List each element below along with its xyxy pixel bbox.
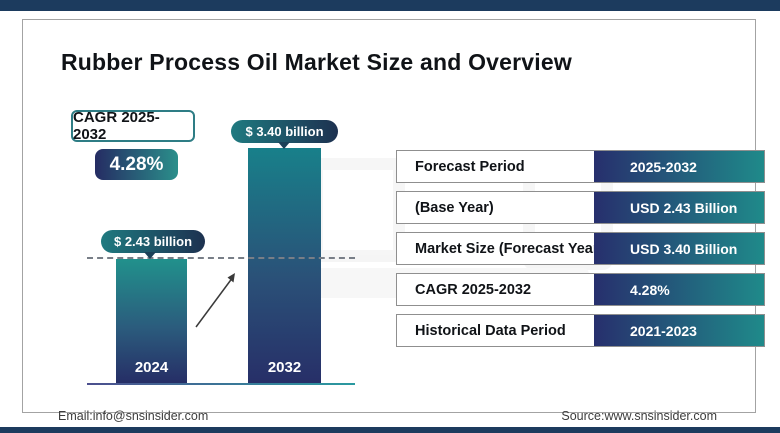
table-row: Historical Data Period 2021-2023 [396,314,765,347]
top-brand-bar [0,0,780,11]
row-value: 2025-2032 [630,158,697,175]
bar-2024-label: 2024 [134,359,169,376]
row-value: 2021-2023 [630,322,697,339]
row-value-cell: USD 2.43 Billion [594,192,764,223]
callout-pointer [144,252,156,259]
row-value-cell: 2025-2032 [594,151,764,182]
bar-2032-value-callout: $ 3.40 billion [231,120,338,143]
row-value: USD 3.40 Billion [630,240,738,257]
row-value: USD 2.43 Billion [630,199,738,216]
row-label: Forecast Period [415,158,525,175]
table-row: CAGR 2025-2032 4.28% [396,273,765,306]
cagr-period-label: CAGR 2025-2032 [71,109,195,143]
footer-source: Source:www.snsinsider.com [561,409,717,423]
row-label: CAGR 2025-2032 [415,281,532,298]
row-value-cell: USD 3.40 Billion [594,233,764,264]
row-label: (Base Year) [415,199,494,216]
table-row: (Base Year) USD 2.43 Billion [396,191,765,224]
reference-dashed-line [87,257,355,259]
cagr-value-badge: 4.28% [95,149,178,180]
footer-email: Email:info@snsinsider.com [58,409,209,423]
growth-arrow-icon [195,273,235,328]
bar-2024: 2024 [116,259,187,383]
main-panel: Rubber Process Oil Market Size and Overv… [22,19,765,423]
bar-2032: 2032 [248,148,321,383]
bar-2024-value-callout: $ 2.43 billion [101,230,205,253]
chart-baseline [87,383,355,385]
row-value-cell: 2021-2023 [594,315,764,346]
row-label: Market Size (Forecast Year) [415,240,604,257]
callout-pointer [278,142,290,149]
table-row: Forecast Period 2025-2032 [396,150,765,183]
row-value: 4.28% [630,281,670,298]
bar-2032-label: 2032 [267,359,302,376]
table-row: Market Size (Forecast Year) USD 3.40 Bil… [396,232,765,265]
page-title: Rubber Process Oil Market Size and Overv… [61,49,572,75]
bottom-brand-bar [0,427,780,433]
row-label: Historical Data Period [415,322,566,339]
row-value-cell: 4.28% [594,274,764,305]
